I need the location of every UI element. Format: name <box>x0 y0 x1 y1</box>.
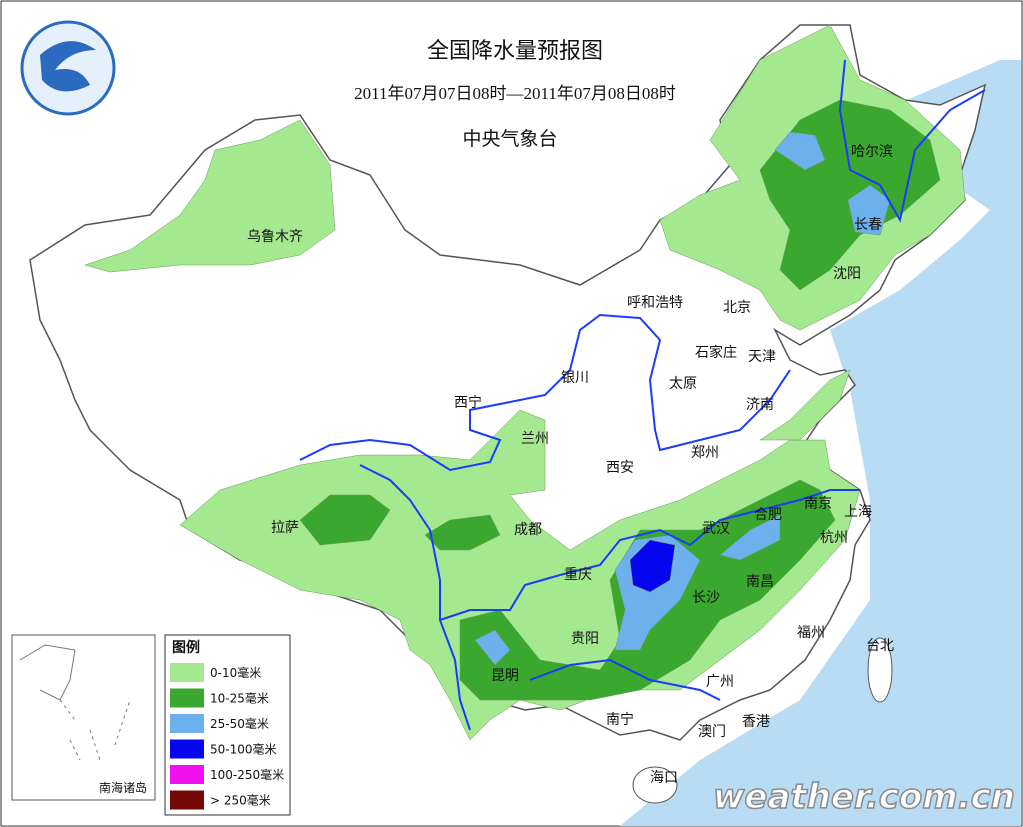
rain-zone <box>629 539 676 593</box>
hainan <box>632 766 678 804</box>
legend-swatch <box>170 688 204 708</box>
inset-frame <box>11 634 156 801</box>
yellow-river <box>299 313 791 472</box>
city-label: 南京 <box>804 496 832 512</box>
city-label: 哈尔滨 <box>851 144 893 160</box>
legend-title: 图例 <box>172 639 200 656</box>
sea <box>620 60 1021 826</box>
map-title: 全国降水量预报图 <box>427 39 603 64</box>
city-label: 合肥 <box>754 507 782 523</box>
logo-mark <box>40 41 96 92</box>
watermark: weather.com.cn <box>713 777 1015 817</box>
city-label: 福州 <box>797 625 825 641</box>
city-label: 武汉 <box>702 521 730 537</box>
city-label: 乌鲁木齐 <box>247 229 303 245</box>
inset-coast <box>19 644 76 701</box>
city-label: 石家庄 <box>695 344 737 361</box>
legend-label: 0-10毫米 <box>210 665 261 680</box>
city-label: 重庆 <box>564 567 592 583</box>
legend-swatch <box>170 790 204 810</box>
legend-label: 50-100毫米 <box>210 742 277 757</box>
rain-zone <box>774 131 826 171</box>
rain-zone <box>424 514 501 551</box>
logo <box>20 20 116 116</box>
city-label: 昆明 <box>491 668 519 684</box>
legend-swatch <box>170 739 204 759</box>
city-label: 天津 <box>748 349 776 365</box>
city-label: 长沙 <box>692 590 720 606</box>
logo-ring <box>20 20 116 116</box>
city-label: 杭州 <box>820 530 848 546</box>
city-label: 海口 <box>650 770 678 786</box>
city-label: 拉萨 <box>271 520 299 536</box>
legend-label: > 250毫米 <box>210 793 271 808</box>
legend: 图例 0-10毫米 10-25毫米 25-50毫米 50-100毫米 100-250毫米… <box>164 634 291 816</box>
city-label: 台北 <box>866 638 894 654</box>
city-label: 呼和浩特 <box>627 295 683 311</box>
city-label: 成都 <box>514 522 542 538</box>
legend-label: 10-25毫米 <box>210 691 269 706</box>
rain-zone <box>847 184 891 236</box>
city-label: 北京 <box>723 300 751 316</box>
city-label: 西宁 <box>454 394 482 411</box>
songhua-river <box>838 59 986 223</box>
city-label: 兰州 <box>521 431 549 447</box>
city-label: 上海 <box>844 504 872 520</box>
rivers <box>299 59 986 731</box>
taiwan <box>867 637 893 703</box>
city-label: 广州 <box>706 674 734 690</box>
inset: 南海诸岛 <box>11 634 156 801</box>
legend-label: 25-50毫米 <box>210 716 269 731</box>
city-label: 南宁 <box>606 711 634 728</box>
city-label: 太原 <box>669 376 697 392</box>
yangtze-river <box>359 464 860 731</box>
city-label: 澳门 <box>698 724 726 740</box>
pearl-river <box>529 658 721 701</box>
city-label: 南昌 <box>746 574 774 590</box>
map-issuer: 中央气象台 <box>462 128 557 150</box>
map-period: 2011年07月07日08时—2011年07月08日08时 <box>354 84 676 103</box>
city-label: 济南 <box>746 397 774 413</box>
city-label: 沈阳 <box>833 266 861 282</box>
rain-zone <box>299 494 391 546</box>
city-label: 贵阳 <box>571 631 599 647</box>
rain-zone <box>474 629 511 666</box>
rain-zone <box>84 119 336 273</box>
precipitation-zones <box>84 24 966 741</box>
inset-label: 南海诸岛 <box>99 780 147 795</box>
rain-zone <box>759 369 851 441</box>
city-label: 长春 <box>854 217 882 233</box>
city-label: 香港 <box>742 714 770 730</box>
rain-zone <box>719 514 781 561</box>
legend-label: 100-250毫米 <box>210 767 284 782</box>
city-label: 郑州 <box>691 445 719 461</box>
city-label: 银川 <box>561 370 589 386</box>
legend-swatch <box>170 714 204 733</box>
inset-dashes <box>59 699 131 761</box>
city-label: 西安 <box>606 460 634 476</box>
legend-swatch <box>170 765 204 784</box>
legend-swatch <box>170 663 204 682</box>
